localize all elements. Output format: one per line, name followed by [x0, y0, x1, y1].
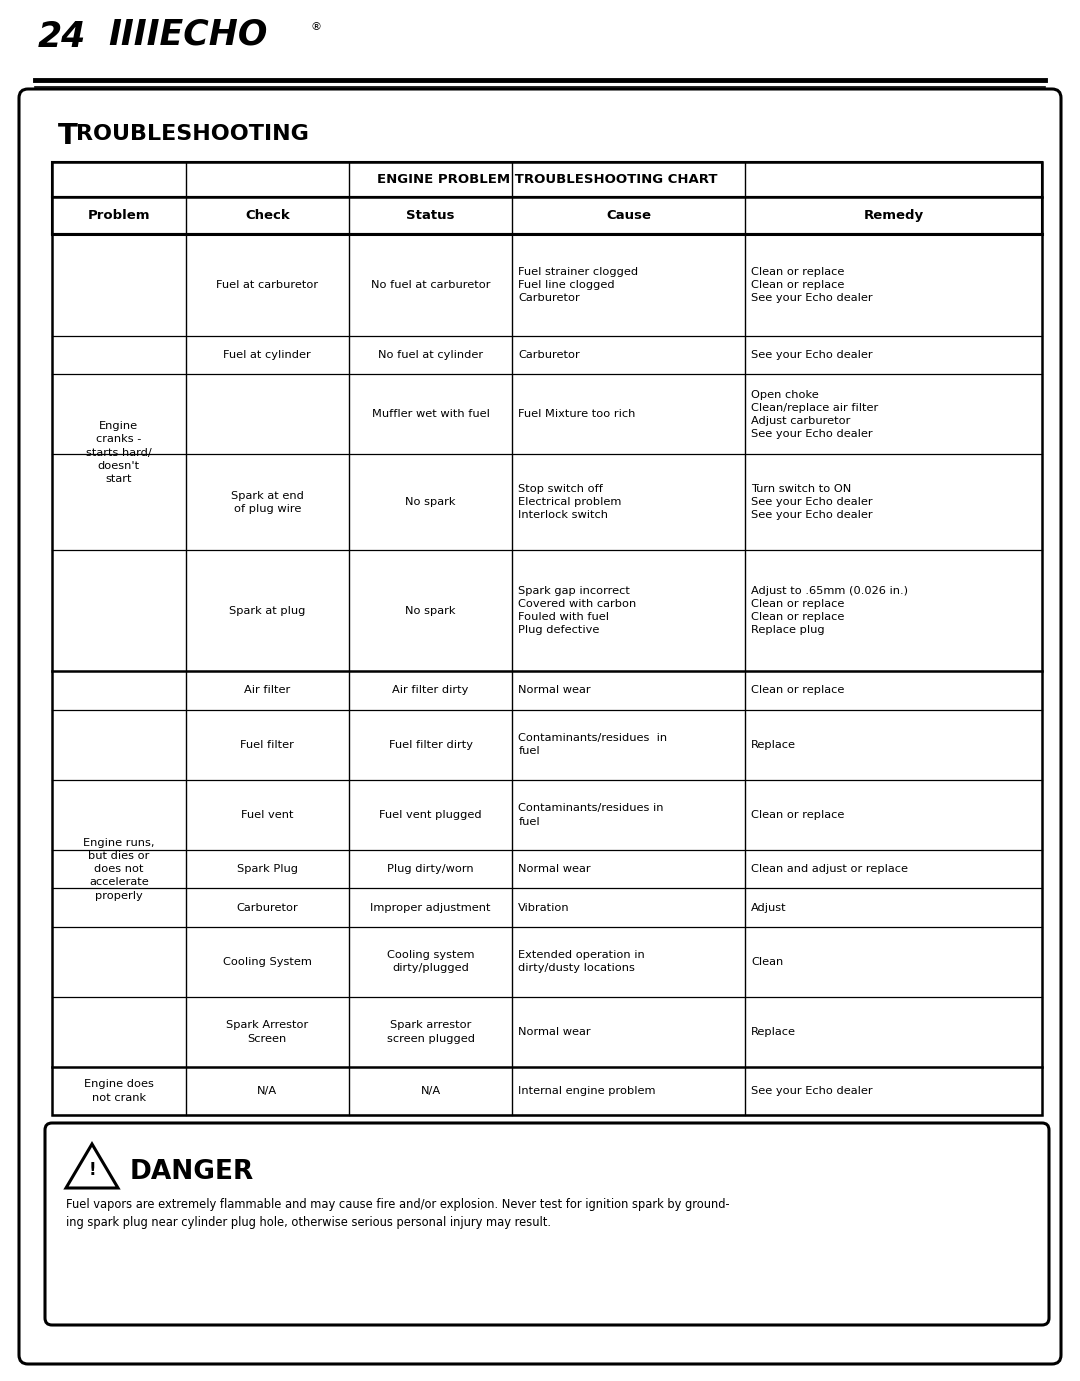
Text: Carburetor: Carburetor	[237, 903, 298, 913]
Text: Open choke
Clean/replace air filter
Adjust carburetor
See your Echo dealer: Open choke Clean/replace air filter Adju…	[751, 389, 878, 439]
Text: See your Echo dealer: See your Echo dealer	[751, 351, 873, 360]
Bar	[52, 162, 1042, 1114]
Text: Clean or replace: Clean or replace	[751, 809, 845, 820]
Text: Spark at plug: Spark at plug	[229, 606, 306, 616]
Text: Engine runs,
but dies or
does not
accelerate
properly: Engine runs, but dies or does not accele…	[83, 838, 154, 900]
Text: Fuel Mixture too rich: Fuel Mixture too rich	[518, 409, 636, 420]
Text: Spark gap incorrect
Covered with carbon
Fouled with fuel
Plug defective: Spark gap incorrect Covered with carbon …	[518, 586, 636, 635]
Text: Clean: Clean	[751, 957, 783, 967]
Text: Normal wear: Normal wear	[518, 1027, 591, 1037]
Text: N/A: N/A	[257, 1085, 278, 1097]
Text: Normal wear: Normal wear	[518, 685, 591, 696]
Text: ®: ®	[310, 22, 321, 32]
Text: Spark Plug: Spark Plug	[237, 865, 298, 874]
Text: Air filter dirty: Air filter dirty	[392, 685, 469, 696]
Text: Fuel vapors are extremely flammable and may cause fire and/or explosion. Never t: Fuel vapors are extremely flammable and …	[66, 1197, 730, 1211]
Text: Fuel strainer clogged
Fuel line clogged
Carburetor: Fuel strainer clogged Fuel line clogged …	[518, 267, 638, 304]
Text: Improper adjustment: Improper adjustment	[370, 903, 491, 913]
Bar	[52, 162, 1042, 197]
Text: DANGER: DANGER	[130, 1159, 254, 1185]
Text: No fuel at cylinder: No fuel at cylinder	[378, 351, 483, 360]
Text: Cause: Cause	[606, 209, 651, 222]
Text: Stop switch off
Electrical problem
Interlock switch: Stop switch off Electrical problem Inter…	[518, 483, 622, 521]
Text: Check: Check	[245, 209, 289, 222]
Text: See your Echo dealer: See your Echo dealer	[751, 1085, 873, 1097]
Text: Fuel vent plugged: Fuel vent plugged	[379, 809, 482, 820]
Text: No fuel at carburetor: No fuel at carburetor	[370, 280, 490, 290]
Text: Remedy: Remedy	[863, 209, 923, 222]
Text: Problem: Problem	[87, 209, 150, 222]
Text: Internal engine problem: Internal engine problem	[518, 1085, 656, 1097]
Text: Spark Arrestor
Screen: Spark Arrestor Screen	[226, 1021, 309, 1044]
Text: Adjust to .65mm (0.026 in.)
Clean or replace
Clean or replace
Replace plug: Adjust to .65mm (0.026 in.) Clean or rep…	[751, 586, 908, 635]
Text: Clean and adjust or replace: Clean and adjust or replace	[751, 865, 908, 874]
Text: N/A: N/A	[420, 1085, 441, 1097]
Text: Fuel at cylinder: Fuel at cylinder	[224, 351, 311, 360]
Text: Engine does
not crank: Engine does not crank	[84, 1080, 153, 1102]
Polygon shape	[66, 1143, 118, 1188]
Text: Engine
cranks -
starts hard/
doesn't
start: Engine cranks - starts hard/ doesn't sta…	[86, 421, 151, 485]
Text: Cooling System: Cooling System	[222, 957, 312, 967]
Text: Replace: Replace	[751, 740, 796, 750]
Text: Adjust: Adjust	[751, 903, 786, 913]
Text: ROUBLESHOOTING: ROUBLESHOOTING	[76, 124, 309, 144]
FancyBboxPatch shape	[45, 1123, 1049, 1324]
Text: Muffler wet with fuel: Muffler wet with fuel	[372, 409, 489, 420]
Text: Status: Status	[406, 209, 455, 222]
Text: Clean or replace: Clean or replace	[751, 685, 845, 696]
Text: Carburetor: Carburetor	[518, 351, 580, 360]
Text: Cooling system
dirty/plugged: Cooling system dirty/plugged	[387, 950, 474, 974]
Text: Spark at end
of plug wire: Spark at end of plug wire	[231, 490, 303, 514]
Text: Turn switch to ON
See your Echo dealer
See your Echo dealer: Turn switch to ON See your Echo dealer S…	[751, 483, 873, 521]
Text: Plug dirty/worn: Plug dirty/worn	[388, 865, 474, 874]
Text: Contaminants/residues in
fuel: Contaminants/residues in fuel	[518, 804, 664, 827]
FancyBboxPatch shape	[19, 88, 1061, 1364]
Text: ing spark plug near cylinder plug hole, otherwise serious personal injury may re: ing spark plug near cylinder plug hole, …	[66, 1217, 551, 1229]
Text: Fuel vent: Fuel vent	[241, 809, 294, 820]
Text: Clean or replace
Clean or replace
See your Echo dealer: Clean or replace Clean or replace See yo…	[751, 267, 873, 304]
Text: No spark: No spark	[405, 497, 456, 507]
Text: Contaminants/residues  in
fuel: Contaminants/residues in fuel	[518, 733, 667, 757]
Text: IIIIECHO: IIIIECHO	[108, 17, 268, 51]
Text: Normal wear: Normal wear	[518, 865, 591, 874]
Text: Spark arrestor
screen plugged: Spark arrestor screen plugged	[387, 1021, 475, 1044]
Text: Vibration: Vibration	[518, 903, 570, 913]
Text: !: !	[89, 1160, 96, 1178]
Text: No spark: No spark	[405, 606, 456, 616]
Text: 24: 24	[38, 19, 86, 54]
Text: Fuel filter dirty: Fuel filter dirty	[389, 740, 473, 750]
Text: Replace: Replace	[751, 1027, 796, 1037]
Text: ENGINE PROBLEM TROUBLESHOOTING CHART: ENGINE PROBLEM TROUBLESHOOTING CHART	[377, 173, 717, 186]
Bar	[52, 197, 1042, 233]
Text: T: T	[58, 122, 78, 151]
Text: Fuel at carburetor: Fuel at carburetor	[216, 280, 319, 290]
Text: Extended operation in
dirty/dusty locations: Extended operation in dirty/dusty locati…	[518, 950, 645, 974]
Text: Air filter: Air filter	[244, 685, 291, 696]
Text: Fuel filter: Fuel filter	[241, 740, 294, 750]
